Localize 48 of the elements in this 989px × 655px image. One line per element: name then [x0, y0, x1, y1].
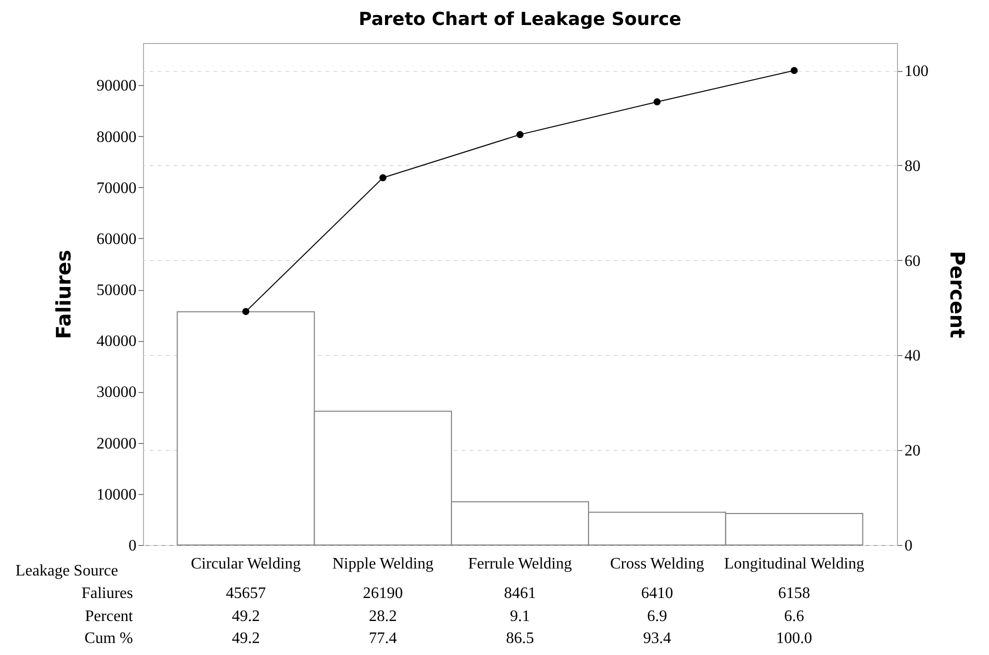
y-tick-label: 80000: [96, 128, 136, 146]
x-tick-label: Circular Welding: [190, 556, 301, 572]
y2-tick-label: 0: [904, 538, 912, 554]
data-label: 93.4: [643, 630, 672, 647]
y-tick-label: 60000: [96, 230, 136, 248]
x-tick-label: Cross Welding: [610, 556, 704, 572]
y-tick-label: 90000: [96, 78, 136, 95]
chart-title: Pareto Chart of Leakage Source: [358, 9, 682, 30]
text: 9.1: [510, 608, 530, 625]
text: 6.6: [784, 608, 804, 625]
x-axis-title: Leakage Source: [16, 562, 118, 580]
x-tick-label: Ferrule Welding: [468, 556, 572, 572]
y-tick-label: 10000: [96, 486, 136, 504]
text: Percent: [85, 608, 134, 625]
point: [379, 174, 386, 182]
text: 28.2: [368, 608, 397, 625]
point: [242, 308, 250, 316]
y-tick-label: 70000: [96, 180, 136, 197]
y-tick-label: 20000: [96, 435, 136, 452]
point: [654, 98, 661, 106]
y2-axis-title: Percent: [946, 250, 970, 339]
y2-tick-label: 80: [904, 158, 920, 175]
y2-tick-label: 40: [904, 348, 920, 365]
y-tick-label: 40000: [96, 333, 136, 350]
x-tick-label: Nipple Welding: [332, 556, 434, 572]
data-label: 26190: [362, 585, 403, 602]
data-label: 8461: [504, 585, 536, 602]
data-label: 6410: [641, 585, 674, 602]
y-tick-label: 0: [128, 538, 136, 554]
data-label: 86.5: [506, 630, 534, 647]
y2-tick-label: 20: [904, 442, 920, 460]
data-label: 49.2: [232, 630, 260, 647]
data-label: 45657: [226, 585, 266, 602]
y2-tick-label: 60: [904, 252, 920, 270]
data-label: 77.4: [368, 630, 397, 647]
point: [790, 66, 798, 74]
text: 6.9: [647, 608, 668, 625]
text: 49.2: [232, 608, 260, 625]
point: [516, 131, 524, 138]
data-label: 100.0: [776, 630, 812, 647]
data-label: 6158: [778, 585, 810, 602]
text: Cum %: [84, 630, 133, 647]
x-tick-label: Longitudinal Welding: [724, 556, 864, 572]
y2-tick-label: 100: [904, 63, 928, 80]
y-tick-label: 30000: [96, 384, 136, 402]
y-tick-label: 50000: [96, 282, 136, 300]
y-axis-title: Faliures: [52, 250, 76, 340]
text: Faliures: [81, 585, 133, 602]
